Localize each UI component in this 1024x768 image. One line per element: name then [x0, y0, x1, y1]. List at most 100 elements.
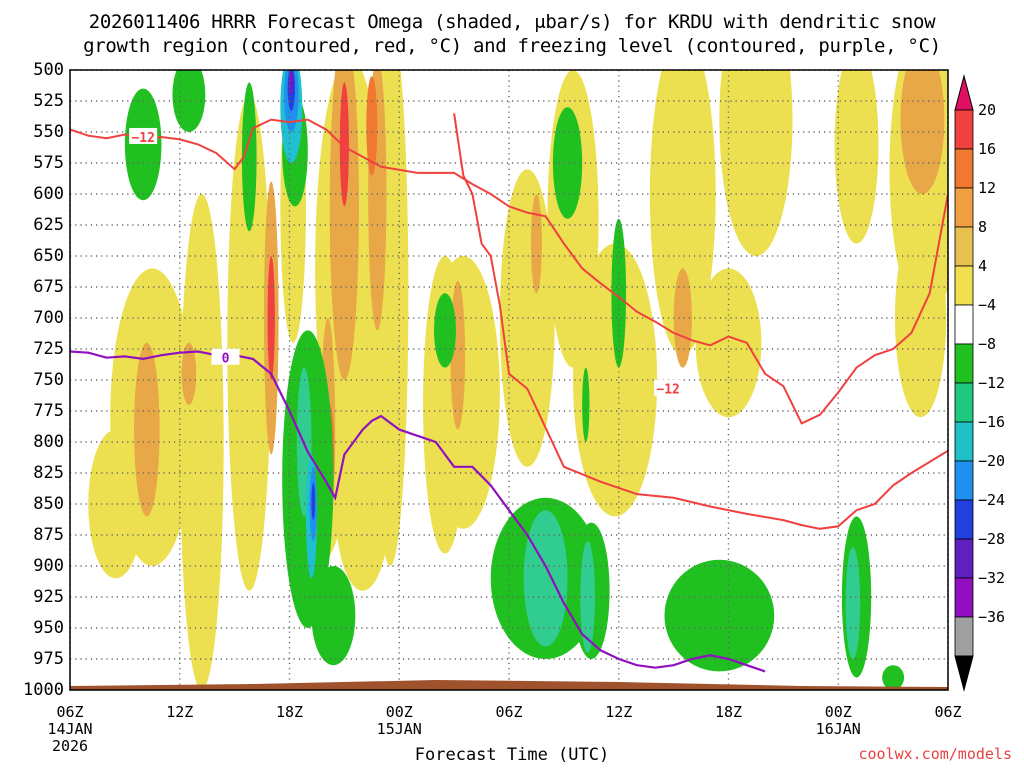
- freezing-label: 0: [222, 352, 230, 367]
- freezing-level-contour: [70, 350, 766, 673]
- colorbar-label: −16: [978, 413, 1006, 431]
- omega-area-teal-1: [523, 510, 568, 647]
- omega-area-green-top-left: [124, 88, 162, 201]
- colorbar-label: −20: [978, 452, 1006, 470]
- y-tick-label: 775: [33, 401, 64, 421]
- omega-area-green-20z-low: [311, 566, 356, 666]
- x-tick-label: 06Z: [495, 703, 523, 721]
- colorbar-swatch: [954, 304, 974, 345]
- y-tick-label: 1000: [23, 680, 64, 700]
- colorbar-swatch: [954, 109, 974, 150]
- colorbar-swatch: [954, 148, 974, 189]
- y-tick-label: 950: [33, 618, 64, 638]
- y-tick-label: 500: [33, 60, 64, 80]
- colorbar-swatch: [954, 538, 974, 579]
- colorbar-label: −28: [978, 530, 1006, 548]
- y-tick-label: 625: [33, 215, 64, 235]
- y-tick-label: 925: [33, 587, 64, 607]
- chart-title-line2: growth region (contoured, red, °C) and f…: [83, 35, 941, 57]
- colorbar: [954, 74, 974, 692]
- x-tick-label: 18Z: [275, 703, 304, 721]
- colorbar-swatch: [954, 421, 974, 462]
- colorbar-swatch: [954, 343, 974, 384]
- colorbar-top-triangle: [954, 74, 974, 111]
- plot-frame: [69, 69, 949, 691]
- colorbar-label: −12: [978, 374, 1006, 392]
- y-tick-label: 525: [33, 91, 64, 111]
- colorbar-swatch: [954, 226, 974, 267]
- colorbar-swatch: [954, 382, 974, 423]
- colorbar-label: 8: [978, 218, 988, 236]
- y-tick-label: 800: [33, 432, 64, 452]
- y-tick-label: 750: [33, 370, 64, 390]
- y-tick-label: 900: [33, 556, 64, 576]
- dgz-label-upper: −12: [131, 131, 154, 146]
- y-tick-label: 725: [33, 339, 64, 359]
- colorbar-label: −8: [978, 335, 997, 353]
- colorbar-label: 20: [978, 101, 997, 119]
- colorbar-swatch: [954, 187, 974, 228]
- omega-area-green-12z: [611, 218, 627, 368]
- omega-area-purple-18z-top: [289, 70, 294, 95]
- credit-link[interactable]: coolwx.com/models: [858, 745, 1012, 763]
- omega-area-yellow-16jan-00z: [834, 70, 879, 244]
- y-tick-label: 575: [33, 153, 64, 173]
- colorbar-bottom-triangle: [954, 655, 974, 692]
- x-date-label: 2026: [51, 737, 89, 755]
- colorbar-label: 16: [978, 140, 997, 158]
- x-axis-title: Forecast Time (UTC): [414, 745, 610, 765]
- omega-area-orange-08z: [530, 194, 542, 294]
- omega-area-green-low-5: [882, 665, 905, 690]
- omega-area-green-05z: [434, 293, 456, 368]
- colorbar-swatch: [954, 460, 974, 501]
- omega-area-orange-21z: [329, 70, 360, 380]
- gridlines: [69, 69, 949, 691]
- omega-area-yellow-14z: [227, 94, 272, 591]
- x-tick-label: 12Z: [605, 703, 633, 721]
- omega-shading: [88, 70, 948, 690]
- x-tick-label: 18Z: [714, 703, 743, 721]
- colorbar-swatch: [954, 616, 974, 657]
- colorbar-swatch: [954, 577, 974, 618]
- omega-area-orange-left-2: [181, 342, 197, 405]
- x-date-label: 15JAN: [376, 720, 422, 738]
- dgz-contour-upper: [70, 118, 948, 425]
- omega-area-orange-23z: [366, 76, 378, 176]
- omega-area-orange-left: [134, 342, 160, 517]
- chart-title-line1: 2026011406 HRRR Forecast Omega (shaded, …: [88, 11, 936, 33]
- colorbar-label: −24: [978, 491, 1006, 509]
- y-tick-label: 825: [33, 463, 64, 483]
- surface-terrain: [70, 680, 948, 690]
- contours: [70, 113, 948, 673]
- x-tick-label: 06Z: [934, 703, 962, 721]
- omega-area-darkblue-19z: [311, 482, 316, 521]
- dgz-label-upper-bg: [129, 127, 158, 144]
- omega-area-yellow-18z-15: [719, 70, 793, 256]
- dgz-label-mid: −12: [656, 383, 679, 398]
- y-tick-label: 650: [33, 246, 64, 266]
- y-tick-label: 975: [33, 649, 64, 669]
- y-tick-label: 850: [33, 494, 64, 514]
- omega-area-orange-16z: [673, 268, 692, 368]
- y-tick-label: 875: [33, 525, 64, 545]
- freezing-label-bg: [211, 348, 240, 365]
- y-tick-label: 675: [33, 277, 64, 297]
- x-tick-label: 06Z: [56, 703, 84, 721]
- omega-area-orange-04z-16: [900, 70, 945, 194]
- omega-area-red-21z: [339, 82, 349, 207]
- x-tick-label: 12Z: [166, 703, 194, 721]
- omega-area-yellow-12z: [179, 194, 224, 690]
- omega-area-teal-3: [845, 547, 861, 659]
- x-date-label: 16JAN: [815, 720, 861, 738]
- omega-area-teal-2: [580, 541, 595, 653]
- y-tick-label: 600: [33, 184, 64, 204]
- x-tick-label: 00Z: [824, 703, 852, 721]
- dgz-contour-lower: [453, 113, 948, 530]
- colorbar-swatch: [954, 499, 974, 540]
- x-date-label: 14JAN: [47, 720, 93, 738]
- colorbar-label: −4: [978, 296, 997, 314]
- y-tick-label: 550: [33, 122, 64, 142]
- omega-area-yellow-left-low: [88, 429, 144, 579]
- colorbar-label: −36: [978, 608, 1006, 626]
